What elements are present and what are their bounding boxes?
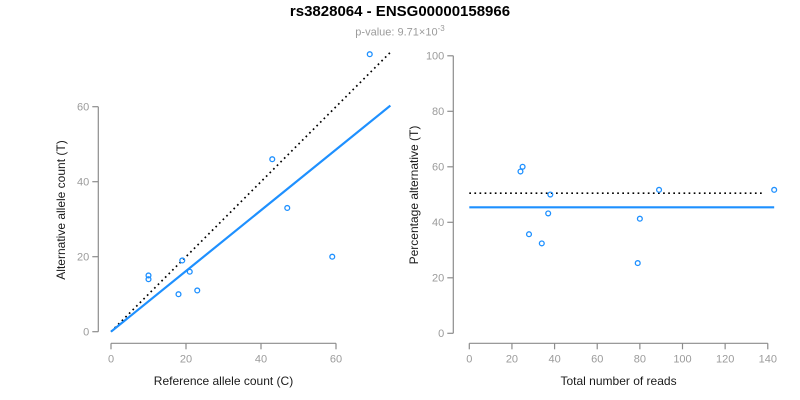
y-axis-title: Percentage alternative (T) bbox=[407, 126, 421, 265]
x-axis-title: Reference allele count (C) bbox=[154, 374, 293, 388]
x-tick-label: 0 bbox=[466, 353, 472, 365]
x-tick-label: 20 bbox=[506, 353, 518, 365]
x-tick-label: 100 bbox=[673, 353, 691, 365]
data-point bbox=[545, 210, 552, 217]
y-tick-label: 20 bbox=[432, 273, 444, 285]
right-plot: 0 20 40 60 80 100 0 20 40 60 80 100 120 140 Total numb… bbox=[407, 51, 778, 388]
data-point bbox=[655, 186, 663, 193]
data-point bbox=[145, 276, 152, 283]
y-tick-label: 40 bbox=[432, 217, 444, 229]
data-point bbox=[175, 291, 182, 298]
data-point bbox=[771, 186, 778, 193]
data-point bbox=[269, 156, 276, 163]
x-tick-label: 60 bbox=[591, 353, 603, 365]
y-tick-label: 0 bbox=[83, 327, 89, 339]
x-axis-title: Total number of reads bbox=[561, 374, 677, 388]
x-tick-label: 0 bbox=[108, 353, 114, 365]
left-plot: 0 20 40 60 0 20 40 60 Reference allele count (C)… bbox=[54, 51, 392, 388]
x-tick-label: 40 bbox=[548, 353, 560, 365]
x-tick-label: 120 bbox=[716, 353, 734, 365]
x-tick-label: 20 bbox=[180, 353, 192, 365]
data-point bbox=[525, 231, 533, 238]
data-point bbox=[194, 287, 201, 294]
data-point bbox=[547, 191, 554, 198]
data-point bbox=[329, 253, 336, 260]
null-line bbox=[110, 51, 391, 333]
x-tick-label: 40 bbox=[255, 353, 267, 365]
plot-subtitle: p-value: 9.71×10-3 bbox=[0, 24, 800, 39]
y-tick-label: 20 bbox=[77, 252, 89, 264]
data-point bbox=[179, 257, 186, 264]
y-axis-title: Alternative allele count (T) bbox=[54, 140, 68, 279]
pvalue-exponent: -3 bbox=[437, 24, 445, 33]
data-point bbox=[517, 168, 524, 175]
y-tick-label: 0 bbox=[438, 328, 444, 340]
data-point bbox=[366, 51, 373, 58]
data-point bbox=[538, 240, 545, 247]
data-point bbox=[519, 163, 526, 170]
y-tick-label: 60 bbox=[432, 162, 444, 174]
x-tick-label: 140 bbox=[759, 353, 777, 365]
y-tick-label: 80 bbox=[432, 106, 444, 118]
pvalue-text: p-value: 9.71×10 bbox=[355, 26, 438, 39]
data-point bbox=[636, 215, 643, 222]
data-point bbox=[186, 268, 193, 275]
data-point bbox=[634, 260, 641, 267]
x-tick-label: 60 bbox=[330, 353, 342, 365]
plot-title: rs3828064 - ENSG00000158966 bbox=[289, 3, 511, 20]
x-tick-label: 80 bbox=[634, 353, 646, 365]
y-tick-label: 40 bbox=[77, 177, 89, 189]
y-tick-label: 60 bbox=[77, 102, 89, 114]
fit-line bbox=[110, 104, 392, 333]
data-point bbox=[145, 272, 152, 279]
y-tick-label: 100 bbox=[426, 51, 444, 63]
data-point bbox=[284, 204, 291, 212]
